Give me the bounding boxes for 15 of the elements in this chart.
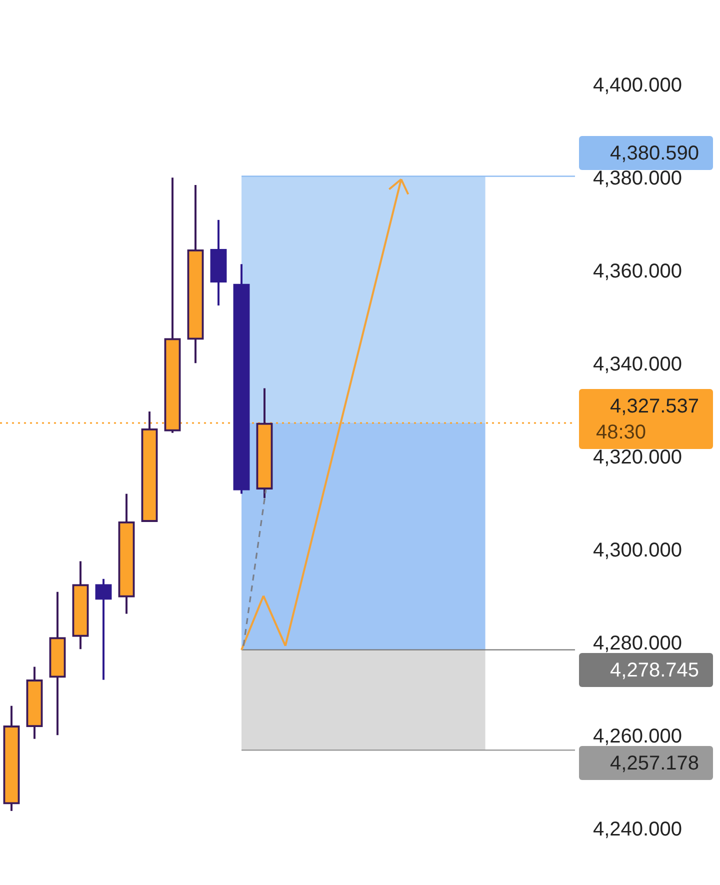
ref-line-label: 4,257.178 (610, 752, 699, 775)
ref-line-label: 4,278.745 (610, 660, 699, 682)
text: 48:30 (596, 422, 646, 444)
y-tick-label: 4,360.000 (593, 260, 682, 283)
ref-line-label: 4,380.590 (610, 142, 699, 165)
y-tick-label: 4,320.000 (593, 446, 682, 469)
ref-line-label: 4,327.537 (610, 396, 699, 418)
y-tick-label: 4,260.000 (593, 726, 682, 748)
y-tick-label: 4,300.000 (593, 540, 682, 562)
y-tick-label: 4,380.000 (593, 168, 682, 190)
y-tick-label: 4,400.000 (593, 74, 682, 97)
y-tick-label: 4,280.000 (593, 632, 682, 655)
y-tick-label: 4,340.000 (593, 354, 682, 376)
y-tick-label: 4,240.000 (593, 818, 682, 841)
candlestick (95, 578, 112, 681)
